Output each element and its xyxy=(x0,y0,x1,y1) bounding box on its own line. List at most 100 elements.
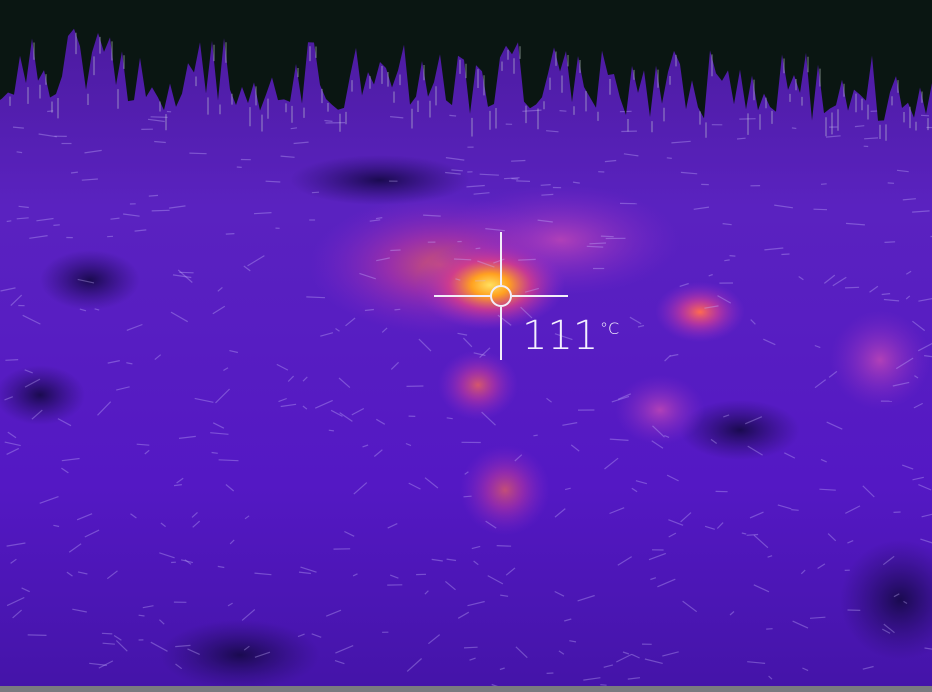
streak xyxy=(524,287,539,293)
streak xyxy=(791,509,799,511)
streak xyxy=(781,253,790,256)
streak xyxy=(449,114,457,117)
streak xyxy=(297,633,305,638)
streak xyxy=(479,347,491,359)
streak xyxy=(457,611,470,619)
streak xyxy=(680,512,692,523)
streak xyxy=(265,180,281,183)
streak xyxy=(693,206,710,210)
streak xyxy=(179,271,194,274)
streak xyxy=(463,646,478,649)
streak xyxy=(38,133,57,138)
streak xyxy=(194,397,214,403)
streak xyxy=(102,642,115,645)
streak xyxy=(716,522,724,529)
streak xyxy=(671,140,691,144)
streak xyxy=(496,545,512,547)
streak xyxy=(7,431,17,439)
streak xyxy=(883,623,895,634)
streak xyxy=(774,204,793,209)
streak xyxy=(514,454,523,462)
streak xyxy=(753,584,770,593)
streak xyxy=(464,471,469,475)
streak xyxy=(845,222,865,226)
streak xyxy=(791,127,797,130)
streak xyxy=(662,651,679,657)
streak xyxy=(390,361,400,370)
streak xyxy=(869,285,879,293)
streak xyxy=(424,477,439,489)
streak xyxy=(229,539,235,545)
crosshair xyxy=(434,232,568,360)
streak xyxy=(151,209,170,212)
streak xyxy=(622,651,630,655)
streak xyxy=(631,653,640,659)
streak xyxy=(784,452,796,459)
streak xyxy=(344,530,355,537)
streak xyxy=(335,645,354,654)
streak xyxy=(554,508,566,518)
streak xyxy=(679,282,689,287)
streak xyxy=(4,441,21,447)
streak xyxy=(134,229,147,232)
streak xyxy=(254,651,271,658)
streak xyxy=(746,533,759,536)
streak xyxy=(477,260,495,268)
cool-patches xyxy=(0,155,932,690)
streak xyxy=(154,140,166,144)
streak xyxy=(604,159,617,163)
streak xyxy=(884,241,896,243)
streak xyxy=(406,658,423,672)
streak xyxy=(428,634,441,645)
streak xyxy=(150,641,168,652)
streak xyxy=(736,137,746,140)
streak xyxy=(554,333,573,341)
streak xyxy=(110,217,120,220)
streak xyxy=(212,305,226,315)
streak xyxy=(29,235,48,239)
streak xyxy=(70,171,78,174)
streak xyxy=(244,515,250,520)
streak xyxy=(650,577,657,581)
streak xyxy=(314,399,333,409)
streak xyxy=(352,573,358,577)
streak xyxy=(559,110,567,112)
streak xyxy=(902,198,916,201)
streak xyxy=(158,619,165,625)
streak xyxy=(485,520,497,529)
streak xyxy=(717,295,732,304)
streak xyxy=(353,482,368,495)
streak xyxy=(280,155,295,158)
streak xyxy=(819,488,836,491)
streak xyxy=(6,596,25,607)
streak xyxy=(4,396,14,401)
streak xyxy=(276,363,289,371)
streak xyxy=(635,480,648,485)
streak xyxy=(192,520,201,528)
streak xyxy=(330,409,343,417)
streak xyxy=(747,661,766,664)
streak xyxy=(604,457,619,470)
streak xyxy=(611,395,630,403)
streak xyxy=(325,609,342,617)
streak xyxy=(254,572,272,576)
streak xyxy=(345,317,356,327)
streak xyxy=(79,308,87,312)
streak xyxy=(351,407,365,416)
streak xyxy=(749,511,764,519)
streak xyxy=(823,274,836,284)
streak xyxy=(53,524,60,528)
streak xyxy=(173,484,182,487)
streak xyxy=(229,350,239,354)
streak xyxy=(389,574,399,579)
streak xyxy=(84,529,100,538)
streak xyxy=(493,258,505,264)
streak xyxy=(882,555,895,566)
streak xyxy=(53,224,60,226)
streak xyxy=(768,675,773,680)
streak xyxy=(0,287,16,292)
streak xyxy=(603,664,614,668)
streak xyxy=(84,149,102,154)
streak xyxy=(623,153,639,157)
